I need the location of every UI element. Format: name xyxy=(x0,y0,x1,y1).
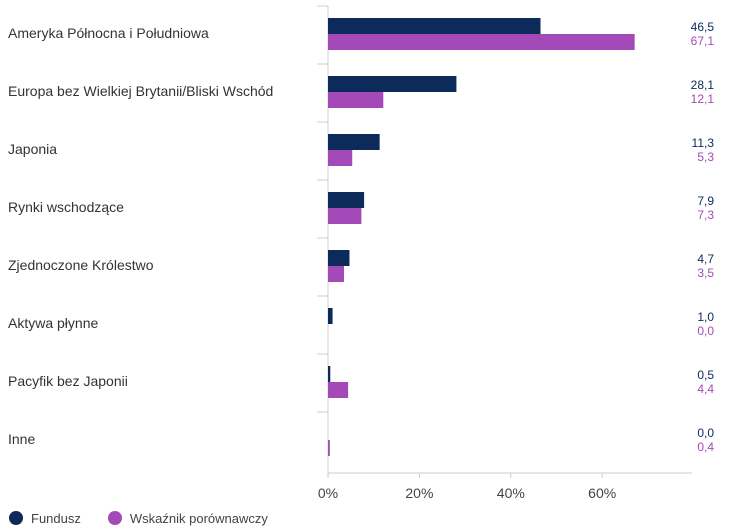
bar-benchmark xyxy=(328,382,349,398)
legend-item-fundusz: Fundusz xyxy=(0,511,81,526)
category-label: Rynki wschodzące xyxy=(8,199,124,215)
value-label-benchmark: 67,1 xyxy=(691,34,715,48)
value-label-benchmark: 3,5 xyxy=(697,266,714,280)
bar-benchmark xyxy=(328,208,362,224)
bar-fundusz xyxy=(328,134,380,150)
category-label: Ameryka Północna i Południowa xyxy=(8,25,209,41)
legend-label-fundusz: Fundusz xyxy=(31,510,81,526)
bar-fundusz xyxy=(328,308,333,324)
bar-benchmark xyxy=(328,266,344,282)
value-label-fundusz: 46,5 xyxy=(691,20,715,34)
x-tick-label: 40% xyxy=(497,485,525,501)
value-label-fundusz: 0,5 xyxy=(697,368,714,382)
legend-dot-fundusz xyxy=(9,511,23,525)
bar-fundusz xyxy=(328,366,331,382)
value-label-benchmark: 5,3 xyxy=(697,150,714,164)
category-label: Aktywa płynne xyxy=(8,315,98,331)
value-label-fundusz: 7,9 xyxy=(697,194,714,208)
legend-label-benchmark: Wskaźnik porównawczy xyxy=(129,510,268,526)
bar-fundusz xyxy=(328,192,365,208)
bar-benchmark xyxy=(328,440,330,456)
category-label: Pacyfik bez Japonii xyxy=(8,373,128,389)
bar-benchmark xyxy=(328,150,353,166)
value-label-benchmark: 4,4 xyxy=(697,382,714,396)
value-label-benchmark: 12,1 xyxy=(691,92,715,106)
value-label-fundusz: 0,0 xyxy=(697,426,714,440)
category-label: Europa bez Wielkiej Brytanii/Bliski Wsch… xyxy=(8,83,273,99)
value-label-fundusz: 4,7 xyxy=(697,252,714,266)
bar-benchmark xyxy=(328,34,635,50)
value-label-benchmark: 0,0 xyxy=(697,324,714,338)
legend-item-benchmark: Wskaźnik porównawczy xyxy=(99,511,268,526)
bar-chart: Ameryka Północna i Południowa 46,567,1 Eur… xyxy=(8,5,715,501)
bar-benchmark xyxy=(328,92,384,108)
category-label: Japonia xyxy=(8,141,57,157)
category-label: Inne xyxy=(8,431,35,447)
value-label-fundusz: 1,0 xyxy=(697,310,714,324)
value-label-benchmark: 0,4 xyxy=(697,440,714,454)
bar-fundusz xyxy=(328,18,541,34)
value-label-benchmark: 7,3 xyxy=(697,208,714,222)
x-tick-label: 0% xyxy=(318,485,338,501)
value-label-fundusz: 11,3 xyxy=(692,136,715,150)
legend: Fundusz Wskaźnik porównawczy xyxy=(0,508,286,528)
x-tick-label: 60% xyxy=(588,485,616,501)
x-tick-label: 20% xyxy=(405,485,433,501)
bar-fundusz xyxy=(328,250,350,266)
category-label: Zjednoczone Królestwo xyxy=(8,257,154,273)
legend-dot-benchmark xyxy=(107,511,122,525)
value-label-fundusz: 28,1 xyxy=(691,78,715,92)
bar-fundusz xyxy=(328,76,457,92)
